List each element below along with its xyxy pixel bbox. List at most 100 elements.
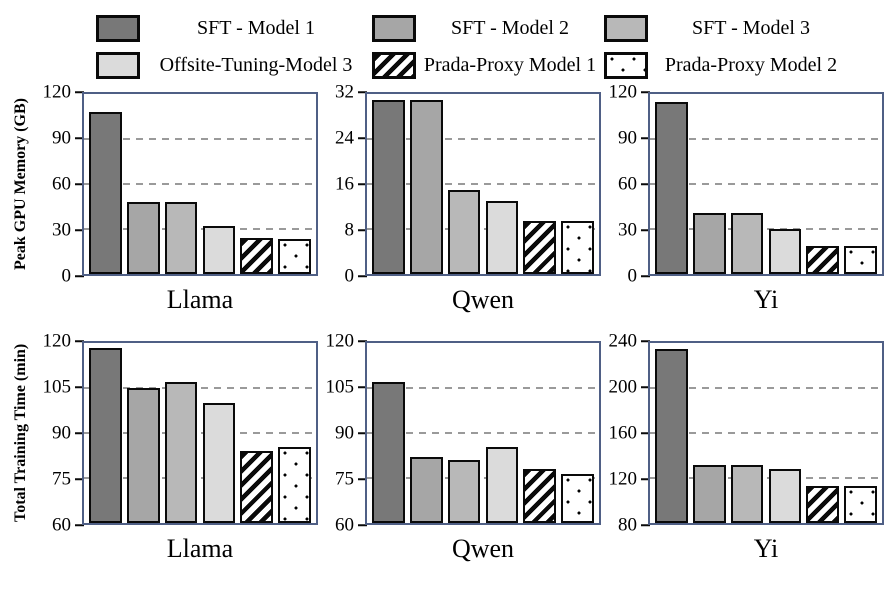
chart-qwen-gpu-memory: 0 8 16 24 32 Qwen <box>323 83 601 315</box>
y-tick-label: 0 <box>344 265 355 287</box>
y-tick-label: 120 <box>608 468 638 490</box>
y-axis-ticks: 0 30 60 90 120 <box>40 83 84 286</box>
y-tick-label: 8 <box>344 219 355 241</box>
bar-prada-proxy-model-2 <box>844 485 877 523</box>
y-axis-title-gpu-memory: Peak GPU Memory (GB) <box>12 98 29 270</box>
x-category-label: Yi <box>753 534 779 563</box>
bars <box>367 343 599 523</box>
legend-label: Prada-Proxy Model 2 <box>664 54 838 76</box>
y-tick-label: 24 <box>335 127 354 149</box>
legend-swatch-sft-model-2-icon <box>372 15 416 42</box>
y-tick-mark <box>641 274 650 278</box>
grid-layer <box>367 94 599 274</box>
y-tick-mark <box>358 136 367 140</box>
y-tick-mark <box>358 90 367 94</box>
x-category-label: Llama <box>166 534 234 563</box>
legend-label: SFT - Model 2 <box>451 17 569 39</box>
gridline <box>650 228 882 230</box>
y-tick-label: 120 <box>608 81 638 103</box>
y-axis-ticks: 60 75 90 105 120 <box>323 332 367 535</box>
bar-sft-model-3 <box>730 212 764 274</box>
gridline <box>367 432 599 434</box>
grid-layer <box>84 343 316 523</box>
bars <box>367 94 599 274</box>
y-tick-mark <box>358 274 367 278</box>
bar-prada-proxy-model-2 <box>844 245 877 274</box>
y-tick-label: 75 <box>52 468 71 490</box>
y-tick-mark <box>358 385 367 389</box>
bar-prada-proxy-model-1 <box>240 451 273 523</box>
legend-swatch-sft-model-1-icon <box>96 15 140 42</box>
bar-offsite-tuning-model-3 <box>485 446 519 523</box>
y-tick-label: 0 <box>61 265 72 287</box>
x-category-label: Qwen <box>451 534 515 563</box>
y-axis-ticks: 60 75 90 105 120 <box>40 332 84 535</box>
plot-area <box>648 341 884 525</box>
chart-qwen-training-time: 60 75 90 105 120 Qwen <box>323 332 601 564</box>
y-tick-mark <box>75 182 84 186</box>
plot-area <box>365 341 601 525</box>
bar-prada-proxy-model-2 <box>561 473 594 523</box>
x-category-label: Llama <box>166 285 234 314</box>
y-tick-mark <box>75 274 84 278</box>
bar-sft-model-2 <box>693 464 726 523</box>
y-tick-mark <box>75 339 84 343</box>
gridline <box>650 183 882 185</box>
y-axis-ticks: 0 8 16 24 32 <box>323 83 367 286</box>
legend-item-sft-model-1: SFT - Model 1 <box>96 15 372 42</box>
bar-sft-model-1 <box>372 382 405 523</box>
bar-prada-proxy-model-2 <box>278 238 311 274</box>
bar-offsite-tuning-model-3 <box>202 226 236 274</box>
bar-prada-proxy-model-1 <box>240 238 273 274</box>
y-tick-label: 32 <box>335 81 354 103</box>
bar-sft-model-3 <box>447 189 481 274</box>
legend-item-prada-proxy-model-1: Prada-Proxy Model 1 <box>372 52 604 79</box>
y-tick-mark <box>641 431 650 435</box>
legend: SFT - Model 1 SFT - Model 2 SFT - Model … <box>96 10 893 84</box>
gridline <box>650 432 882 434</box>
gridline <box>367 477 599 479</box>
y-tick-mark <box>358 339 367 343</box>
y-tick-mark <box>75 90 84 94</box>
bar-offsite-tuning-model-3 <box>768 229 802 274</box>
bar-sft-model-1 <box>655 348 688 523</box>
y-tick-mark <box>75 385 84 389</box>
grid-layer <box>650 343 882 523</box>
y-tick-mark <box>75 523 84 527</box>
y-tick-label: 105 <box>325 376 355 398</box>
gridline <box>650 387 882 389</box>
legend-label: SFT - Model 3 <box>692 17 810 39</box>
gridline <box>367 387 599 389</box>
y-tick-mark <box>75 477 84 481</box>
gridline <box>84 228 316 230</box>
y-tick-mark <box>641 523 650 527</box>
y-tick-label: 30 <box>52 219 71 241</box>
gridline <box>84 387 316 389</box>
chart-yi-training-time: 80 120 160 200 240 Yi <box>606 332 884 564</box>
bar-sft-model-2 <box>410 457 443 523</box>
y-axis-ticks: 0 30 60 90 120 <box>606 83 650 286</box>
bar-prada-proxy-model-1 <box>523 469 556 523</box>
y-tick-label: 160 <box>608 422 638 444</box>
gridline <box>367 138 599 140</box>
gridline <box>367 183 599 185</box>
bar-sft-model-1 <box>372 99 405 274</box>
y-axis-title-training-time: Total Training Time (min) <box>12 343 29 523</box>
y-tick-mark <box>641 228 650 232</box>
y-tick-mark <box>75 431 84 435</box>
legend-item-prada-proxy-model-2: Prada-Proxy Model 2 <box>604 52 854 79</box>
y-tick-mark <box>75 136 84 140</box>
y-axis-ticks: 80 120 160 200 240 <box>606 332 650 535</box>
y-tick-label: 80 <box>618 514 637 536</box>
bars <box>650 343 882 523</box>
y-tick-label: 90 <box>335 422 354 444</box>
y-tick-mark <box>358 523 367 527</box>
bar-sft-model-2 <box>410 99 443 274</box>
bar-sft-model-1 <box>89 112 122 274</box>
bar-sft-model-2 <box>693 212 726 274</box>
y-tick-mark <box>641 339 650 343</box>
y-tick-label: 60 <box>52 514 71 536</box>
y-tick-label: 30 <box>618 219 637 241</box>
bar-sft-model-3 <box>730 464 764 523</box>
